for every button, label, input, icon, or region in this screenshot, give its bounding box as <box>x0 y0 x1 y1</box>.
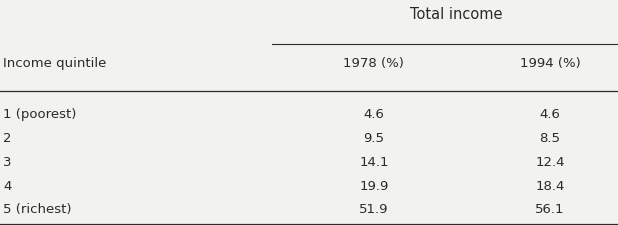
Text: 56.1: 56.1 <box>535 202 565 216</box>
Text: Total income: Total income <box>410 7 502 22</box>
Text: 1994 (%): 1994 (%) <box>520 56 580 69</box>
Text: 8.5: 8.5 <box>540 132 561 145</box>
Text: Income quintile: Income quintile <box>3 56 106 69</box>
Text: 1978 (%): 1978 (%) <box>344 56 404 69</box>
Text: 9.5: 9.5 <box>363 132 384 145</box>
Text: 18.4: 18.4 <box>535 179 565 192</box>
Text: 12.4: 12.4 <box>535 155 565 168</box>
Text: 4.6: 4.6 <box>540 108 561 121</box>
Text: 4: 4 <box>3 179 12 192</box>
Text: 3: 3 <box>3 155 12 168</box>
Text: 4.6: 4.6 <box>363 108 384 121</box>
Text: 51.9: 51.9 <box>359 202 389 216</box>
Text: 1 (poorest): 1 (poorest) <box>3 108 77 121</box>
Text: 2: 2 <box>3 132 12 145</box>
Text: 14.1: 14.1 <box>359 155 389 168</box>
Text: 5 (richest): 5 (richest) <box>3 202 72 216</box>
Text: 19.9: 19.9 <box>359 179 389 192</box>
